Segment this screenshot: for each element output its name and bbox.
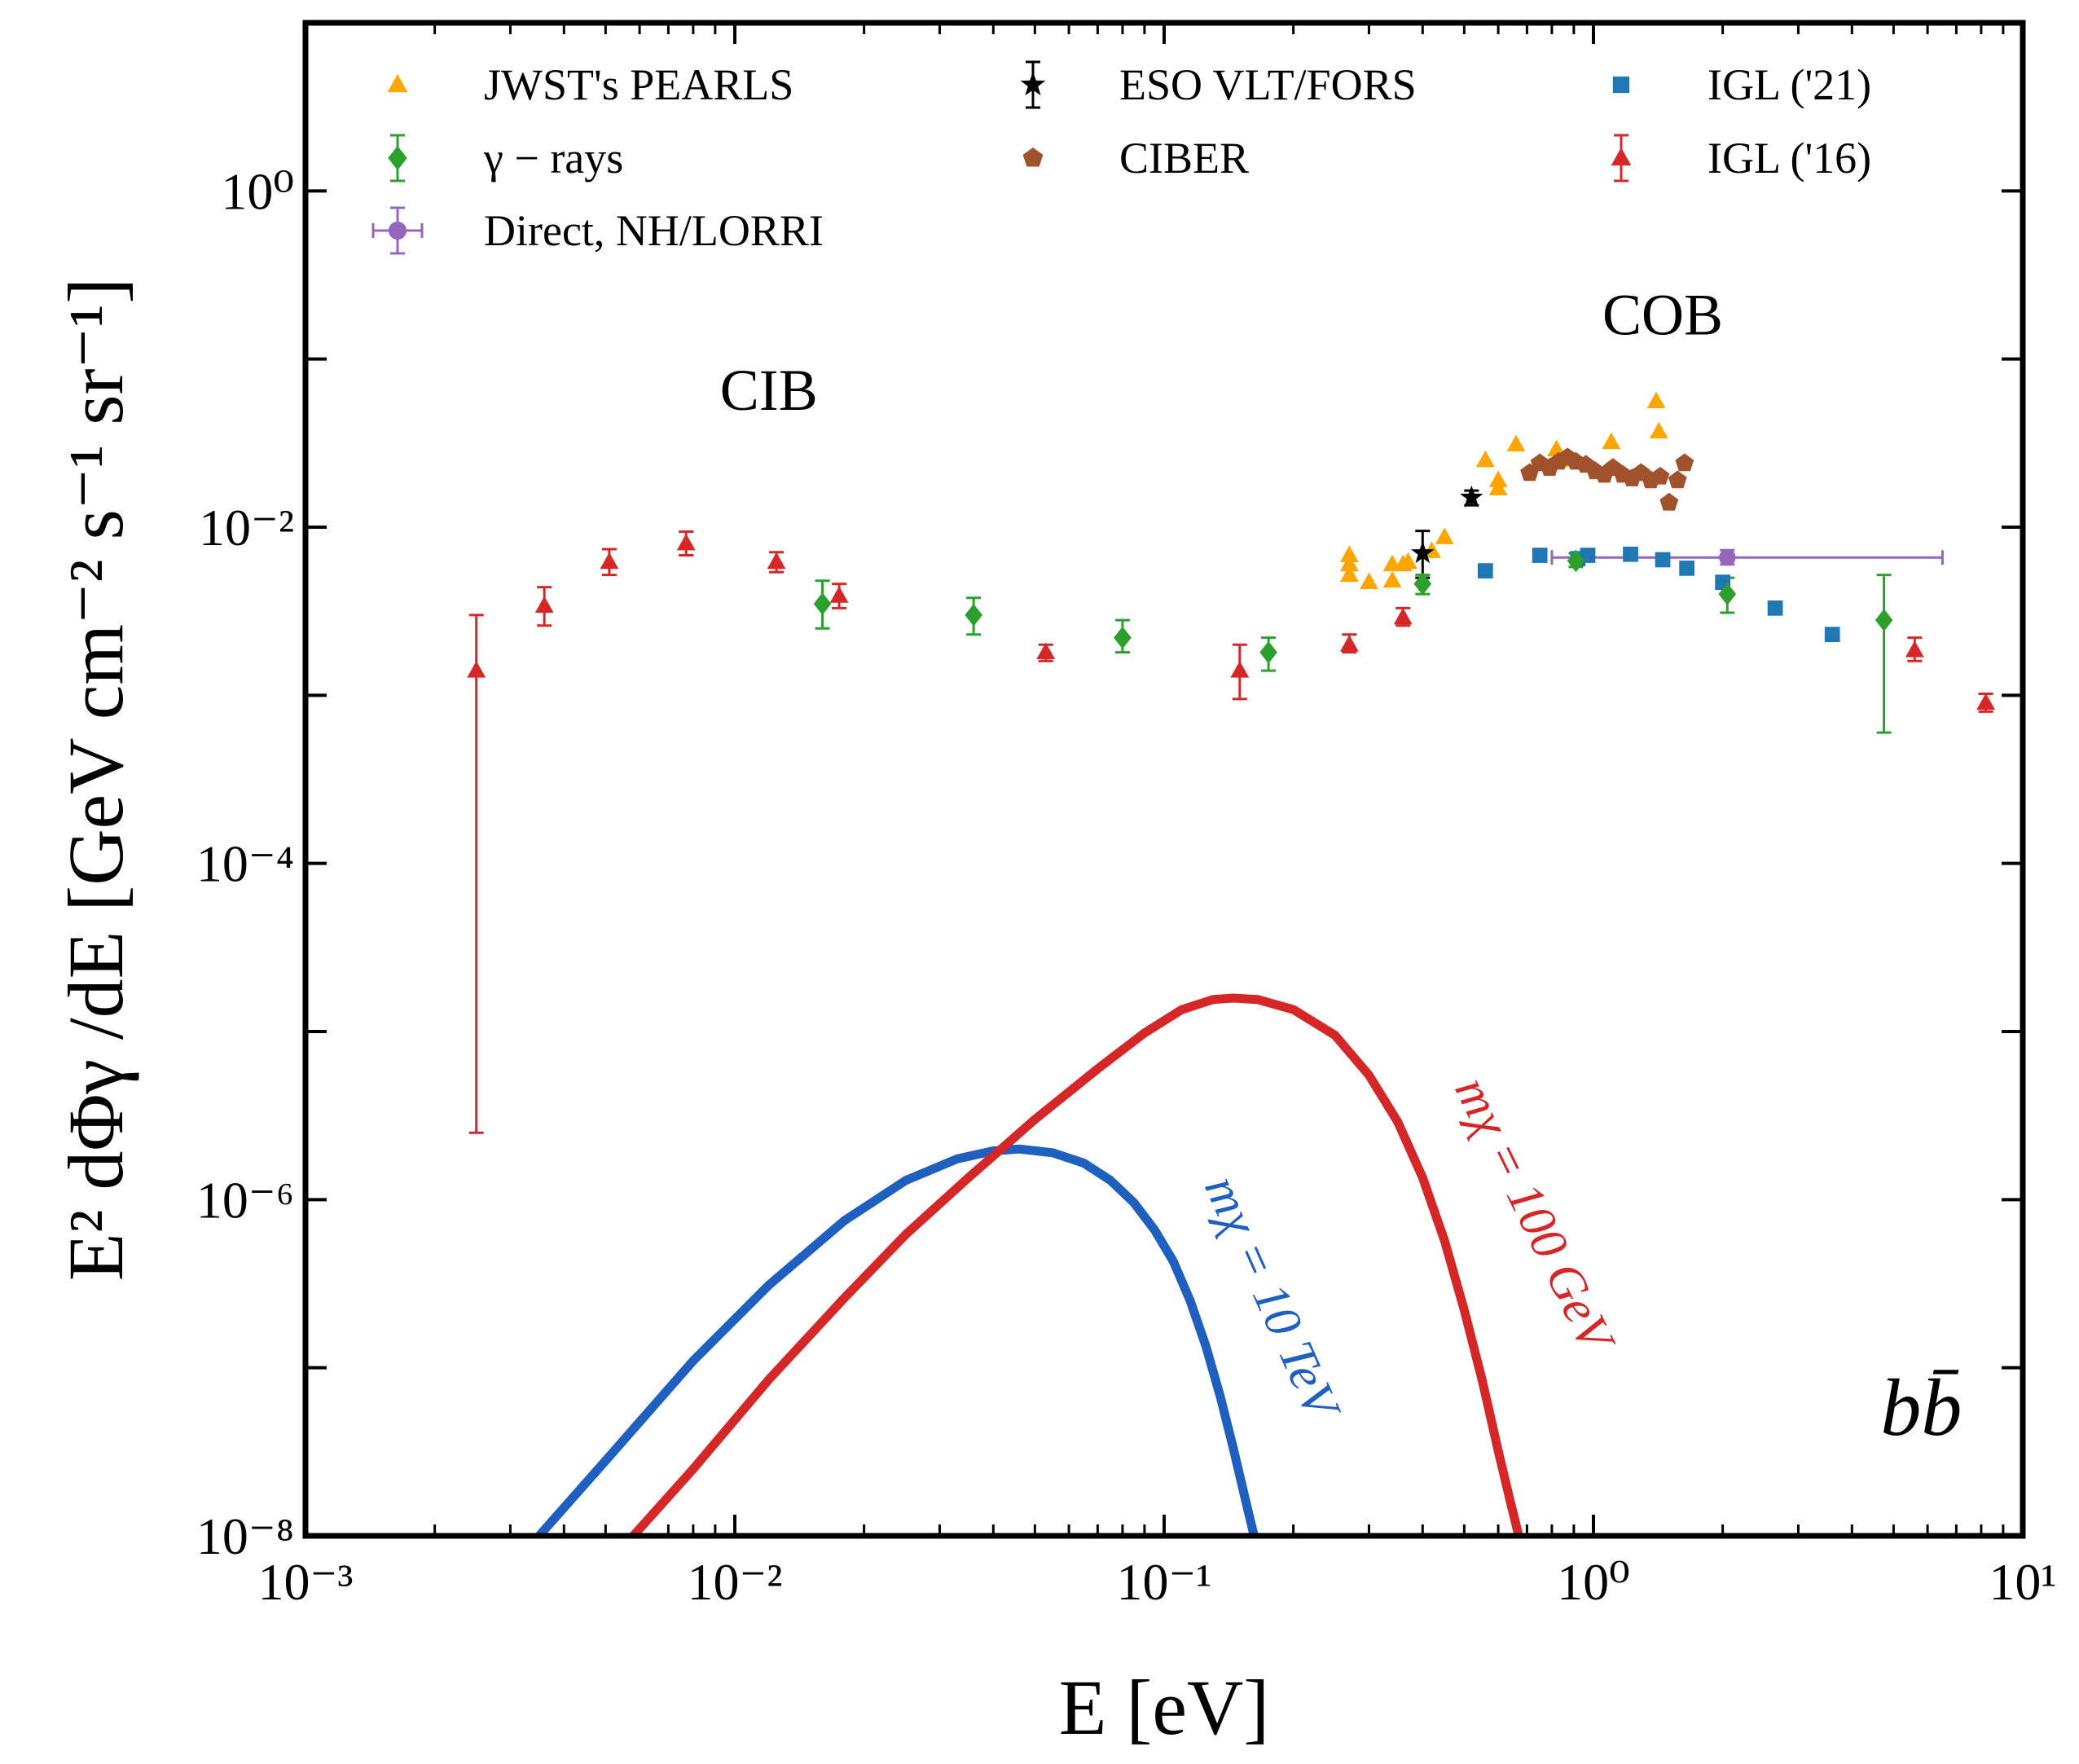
legend-marker — [387, 74, 408, 93]
legend-label: CIBER — [1119, 134, 1249, 183]
data-point — [1230, 661, 1250, 678]
data-point — [600, 552, 619, 570]
data-point — [1905, 640, 1924, 658]
data-point — [1413, 572, 1432, 596]
data-point — [1623, 546, 1638, 562]
x-tick-label: 10⁻³ — [258, 1553, 354, 1611]
data-point — [1488, 478, 1508, 495]
x-tick-label: 10⁻² — [688, 1553, 783, 1611]
data-point — [1339, 545, 1359, 562]
legend-marker — [1020, 71, 1046, 96]
data-point — [1393, 607, 1413, 625]
data-point — [1477, 563, 1493, 578]
data-point — [1506, 434, 1526, 452]
data-point — [467, 661, 486, 678]
x-tick-label: 10⁰ — [1557, 1553, 1630, 1611]
legend-label: IGL ('16) — [1708, 134, 1871, 183]
data-point — [1435, 527, 1454, 544]
curve-100gev — [630, 993, 1523, 1539]
x-tick-label: 10⁻¹ — [1117, 1553, 1212, 1611]
data-point — [676, 533, 696, 551]
data-point — [1567, 549, 1585, 573]
data-markers — [467, 391, 1995, 710]
data-point — [1675, 453, 1694, 472]
plot-frame — [302, 20, 2026, 1539]
data-point — [1532, 548, 1548, 563]
data-point — [1679, 561, 1694, 576]
data-point — [1655, 552, 1671, 568]
data-point — [1036, 642, 1056, 660]
data-point — [1767, 600, 1783, 616]
data-point — [813, 592, 832, 615]
data-point — [1668, 470, 1687, 489]
data-point — [1114, 626, 1132, 649]
data-point — [1339, 565, 1359, 582]
data-point — [1259, 640, 1277, 664]
curve-10tev — [535, 1144, 1259, 1539]
annotation-0: CIB — [720, 358, 818, 423]
data-point — [1718, 583, 1737, 605]
data-point — [767, 552, 786, 570]
x-tick-label: 10¹ — [1989, 1553, 2056, 1611]
data-point — [1875, 609, 1893, 631]
data-point — [1659, 492, 1679, 511]
y-tick-label: 10⁻⁴ — [196, 835, 294, 893]
legend-label: Direct, NH/LORRI — [484, 206, 824, 255]
legend-label: γ − rays — [483, 134, 623, 183]
legend-marker — [1612, 76, 1630, 94]
x-axis-label: E [eV] — [1059, 1664, 1270, 1751]
data-point — [534, 596, 554, 614]
legend-label: IGL ('21) — [1708, 60, 1871, 109]
legend: JWST's PEARLS γ − rays Direct, NH/LORRI ESO… — [371, 60, 1871, 255]
data-point — [1580, 548, 1596, 563]
model-curves — [535, 993, 1523, 1539]
legend-marker — [388, 221, 407, 240]
y-tick-label: 10⁻⁸ — [196, 1507, 294, 1565]
legend-marker — [388, 146, 407, 170]
data-point — [1719, 549, 1736, 566]
data-point — [1339, 554, 1359, 572]
data-point — [1339, 635, 1359, 652]
data-point — [1460, 485, 1483, 508]
legend-marker — [1022, 147, 1044, 167]
legend-marker — [1611, 147, 1632, 166]
data-point — [1976, 693, 1995, 710]
data-point — [1475, 450, 1495, 468]
annotation-1: COB — [1602, 283, 1723, 348]
data-point — [1382, 570, 1402, 588]
y-tick-label: 10⁻² — [199, 499, 294, 556]
data-point — [1646, 391, 1666, 409]
data-point — [965, 604, 982, 627]
data-point — [1360, 572, 1378, 590]
y-tick-label: 10⁻⁶ — [196, 1171, 294, 1229]
data-point — [829, 586, 849, 603]
annotation-2: bb̄ — [1880, 1362, 1962, 1453]
data-point — [1650, 466, 1670, 485]
data-point — [1649, 421, 1668, 439]
data-point — [1824, 627, 1840, 643]
data-point — [1602, 432, 1621, 450]
data-point — [1411, 541, 1435, 564]
data-point — [1399, 552, 1418, 570]
y-tick-label: 10⁰ — [221, 162, 294, 220]
y-axis-label: E² dΦγ /dE [GeV cm⁻² s⁻¹ sr⁻¹] — [52, 278, 139, 1281]
legend-label: JWST's PEARLS — [484, 60, 793, 109]
legend-label: ESO VLT/FORS — [1119, 60, 1417, 109]
data-point — [1547, 439, 1566, 456]
